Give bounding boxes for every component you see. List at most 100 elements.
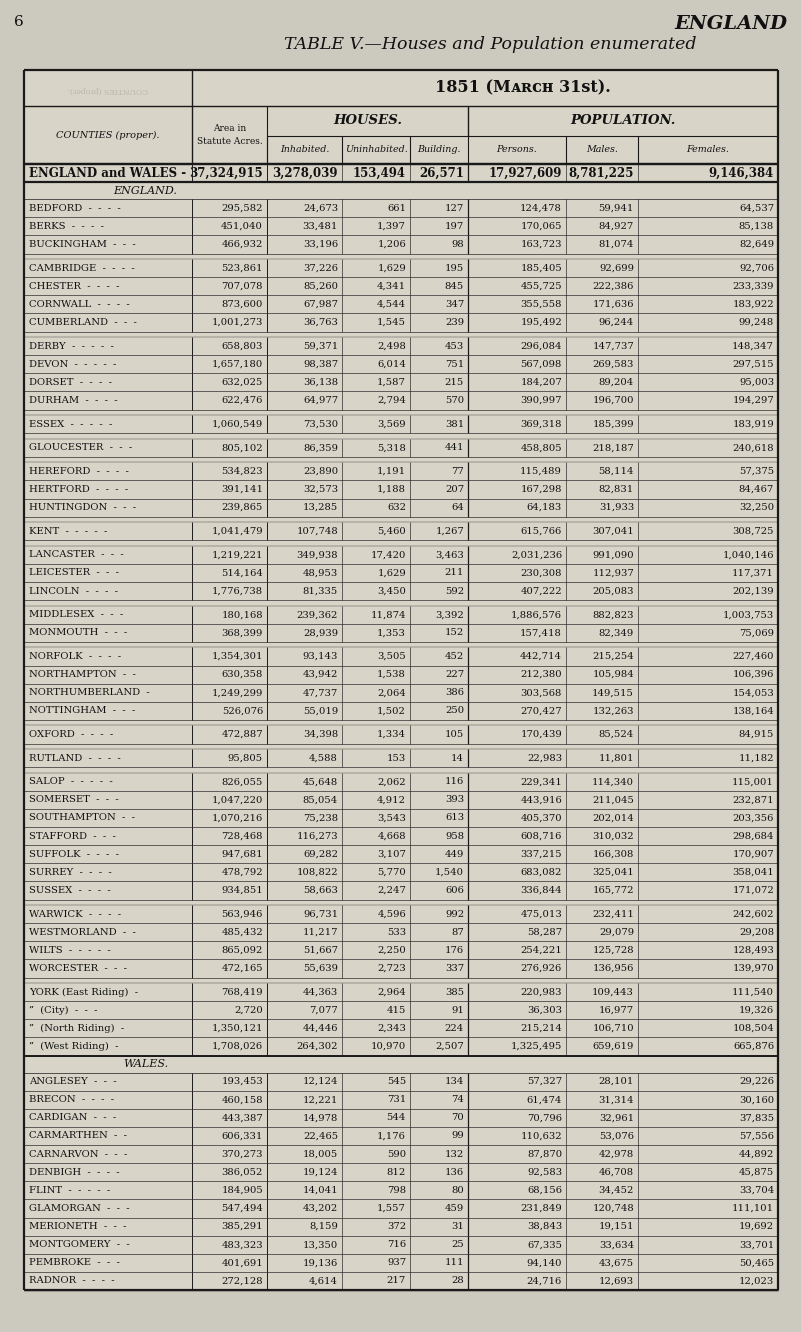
Text: 608,716: 608,716 bbox=[521, 831, 562, 840]
Text: 36,303: 36,303 bbox=[527, 1006, 562, 1015]
Text: 1,587: 1,587 bbox=[377, 378, 406, 386]
Text: 85,524: 85,524 bbox=[599, 730, 634, 739]
Text: ”  (North Riding)  -: ” (North Riding) - bbox=[29, 1024, 124, 1032]
Text: 2,964: 2,964 bbox=[377, 987, 406, 996]
Text: 1,629: 1,629 bbox=[377, 264, 406, 273]
Text: 106,396: 106,396 bbox=[733, 670, 774, 679]
Text: 9,146,384: 9,146,384 bbox=[709, 166, 774, 180]
Text: 184,905: 184,905 bbox=[221, 1185, 263, 1195]
Text: 81,335: 81,335 bbox=[303, 586, 338, 595]
Text: Area in
Statute Acres.: Area in Statute Acres. bbox=[196, 124, 263, 145]
Text: 683,082: 683,082 bbox=[521, 868, 562, 876]
Text: 1,249,299: 1,249,299 bbox=[211, 689, 263, 697]
Text: Persons.: Persons. bbox=[497, 145, 537, 155]
Text: 369,318: 369,318 bbox=[521, 420, 562, 429]
Text: CARMARTHEN  -  -: CARMARTHEN - - bbox=[29, 1131, 127, 1140]
Text: 75,069: 75,069 bbox=[739, 629, 774, 637]
Text: 443,916: 443,916 bbox=[521, 795, 562, 805]
Text: 80: 80 bbox=[451, 1185, 464, 1195]
Text: 615,766: 615,766 bbox=[521, 526, 562, 535]
Text: 185,405: 185,405 bbox=[521, 264, 562, 273]
Text: 485,432: 485,432 bbox=[221, 927, 263, 936]
Text: 276,926: 276,926 bbox=[521, 964, 562, 972]
Text: 731: 731 bbox=[387, 1095, 406, 1104]
Text: 613: 613 bbox=[445, 814, 464, 822]
Text: STAFFORD  -  -  -: STAFFORD - - - bbox=[29, 831, 116, 840]
Text: 12,023: 12,023 bbox=[739, 1276, 774, 1285]
Text: 180,168: 180,168 bbox=[221, 610, 263, 619]
Text: 37,835: 37,835 bbox=[739, 1114, 774, 1123]
Text: 570: 570 bbox=[445, 396, 464, 405]
Text: 10,970: 10,970 bbox=[371, 1042, 406, 1051]
Text: 1,354,301: 1,354,301 bbox=[211, 651, 263, 661]
Text: 92,583: 92,583 bbox=[527, 1168, 562, 1176]
Text: 183,919: 183,919 bbox=[732, 420, 774, 429]
Text: 153,494: 153,494 bbox=[353, 166, 406, 180]
Text: 55,639: 55,639 bbox=[303, 964, 338, 972]
Text: 115,489: 115,489 bbox=[520, 466, 562, 476]
Text: NORTHUMBERLAND  -: NORTHUMBERLAND - bbox=[29, 689, 150, 697]
Text: 136,956: 136,956 bbox=[593, 964, 634, 972]
Text: NOTTINGHAM  -  -  -: NOTTINGHAM - - - bbox=[29, 706, 135, 715]
Text: 1851 (Mᴀʀᴄʜ 31st).: 1851 (Mᴀʀᴄʜ 31st). bbox=[435, 80, 610, 96]
Text: 111,540: 111,540 bbox=[732, 987, 774, 996]
Text: 458,805: 458,805 bbox=[521, 444, 562, 452]
Text: MIDDLESEX  -  -  -: MIDDLESEX - - - bbox=[29, 610, 123, 619]
Text: 136: 136 bbox=[445, 1168, 464, 1176]
Text: LEICESTER  -  -  -: LEICESTER - - - bbox=[29, 569, 119, 578]
Text: 14: 14 bbox=[451, 754, 464, 762]
Text: DERBY  -  -  -  -  -: DERBY - - - - - bbox=[29, 341, 114, 350]
Text: 170,907: 170,907 bbox=[732, 850, 774, 859]
Text: 12,124: 12,124 bbox=[303, 1078, 338, 1086]
Text: CHESTER  -  -  -  -: CHESTER - - - - bbox=[29, 281, 119, 290]
Text: 1,003,753: 1,003,753 bbox=[723, 610, 774, 619]
Text: 23,890: 23,890 bbox=[303, 466, 338, 476]
Text: 347: 347 bbox=[445, 300, 464, 309]
Text: 337,215: 337,215 bbox=[521, 850, 562, 859]
Text: 183,922: 183,922 bbox=[732, 300, 774, 309]
Text: 109,443: 109,443 bbox=[592, 987, 634, 996]
Text: 64: 64 bbox=[451, 503, 464, 511]
Text: 1,657,180: 1,657,180 bbox=[211, 360, 263, 369]
Text: 43,675: 43,675 bbox=[599, 1259, 634, 1267]
Text: WESTMORLAND  -  -: WESTMORLAND - - bbox=[29, 927, 136, 936]
Text: 58,287: 58,287 bbox=[527, 927, 562, 936]
Text: 229,341: 229,341 bbox=[521, 777, 562, 786]
Text: 149,515: 149,515 bbox=[592, 689, 634, 697]
Text: 152: 152 bbox=[445, 629, 464, 637]
Text: 70: 70 bbox=[451, 1114, 464, 1123]
Text: 632: 632 bbox=[387, 503, 406, 511]
Text: 523,861: 523,861 bbox=[222, 264, 263, 273]
Text: 460,158: 460,158 bbox=[221, 1095, 263, 1104]
Text: 12,221: 12,221 bbox=[303, 1095, 338, 1104]
Text: 132: 132 bbox=[445, 1150, 464, 1159]
Text: 393: 393 bbox=[445, 795, 464, 805]
Text: 1,001,273: 1,001,273 bbox=[211, 318, 263, 326]
Text: 239: 239 bbox=[445, 318, 464, 326]
Text: HEREFORD  -  -  -  -: HEREFORD - - - - bbox=[29, 466, 129, 476]
Text: 5,318: 5,318 bbox=[377, 444, 406, 452]
Text: 270,427: 270,427 bbox=[521, 706, 562, 715]
Text: 75,238: 75,238 bbox=[303, 814, 338, 822]
Text: 202,139: 202,139 bbox=[732, 586, 774, 595]
Text: 148,347: 148,347 bbox=[732, 341, 774, 350]
Text: 239,865: 239,865 bbox=[222, 503, 263, 511]
Text: 937: 937 bbox=[387, 1259, 406, 1267]
Text: 385,291: 385,291 bbox=[221, 1221, 263, 1231]
Text: 28,101: 28,101 bbox=[598, 1078, 634, 1086]
Text: 64,183: 64,183 bbox=[527, 503, 562, 511]
Text: 105: 105 bbox=[445, 730, 464, 739]
Text: 217: 217 bbox=[387, 1276, 406, 1285]
Text: ESSEX  -  -  -  -  -: ESSEX - - - - - bbox=[29, 420, 112, 429]
Text: CARNARVON  -  -  -: CARNARVON - - - bbox=[29, 1150, 127, 1159]
Text: 17,420: 17,420 bbox=[371, 550, 406, 559]
Text: 231,849: 231,849 bbox=[521, 1204, 562, 1213]
Text: 992: 992 bbox=[445, 910, 464, 919]
Text: 483,323: 483,323 bbox=[221, 1240, 263, 1249]
Text: 29,226: 29,226 bbox=[739, 1078, 774, 1086]
Text: 29,208: 29,208 bbox=[739, 927, 774, 936]
Text: 401,691: 401,691 bbox=[221, 1259, 263, 1267]
Text: 45,648: 45,648 bbox=[303, 777, 338, 786]
Text: 99,248: 99,248 bbox=[739, 318, 774, 326]
Text: 22,465: 22,465 bbox=[303, 1131, 338, 1140]
